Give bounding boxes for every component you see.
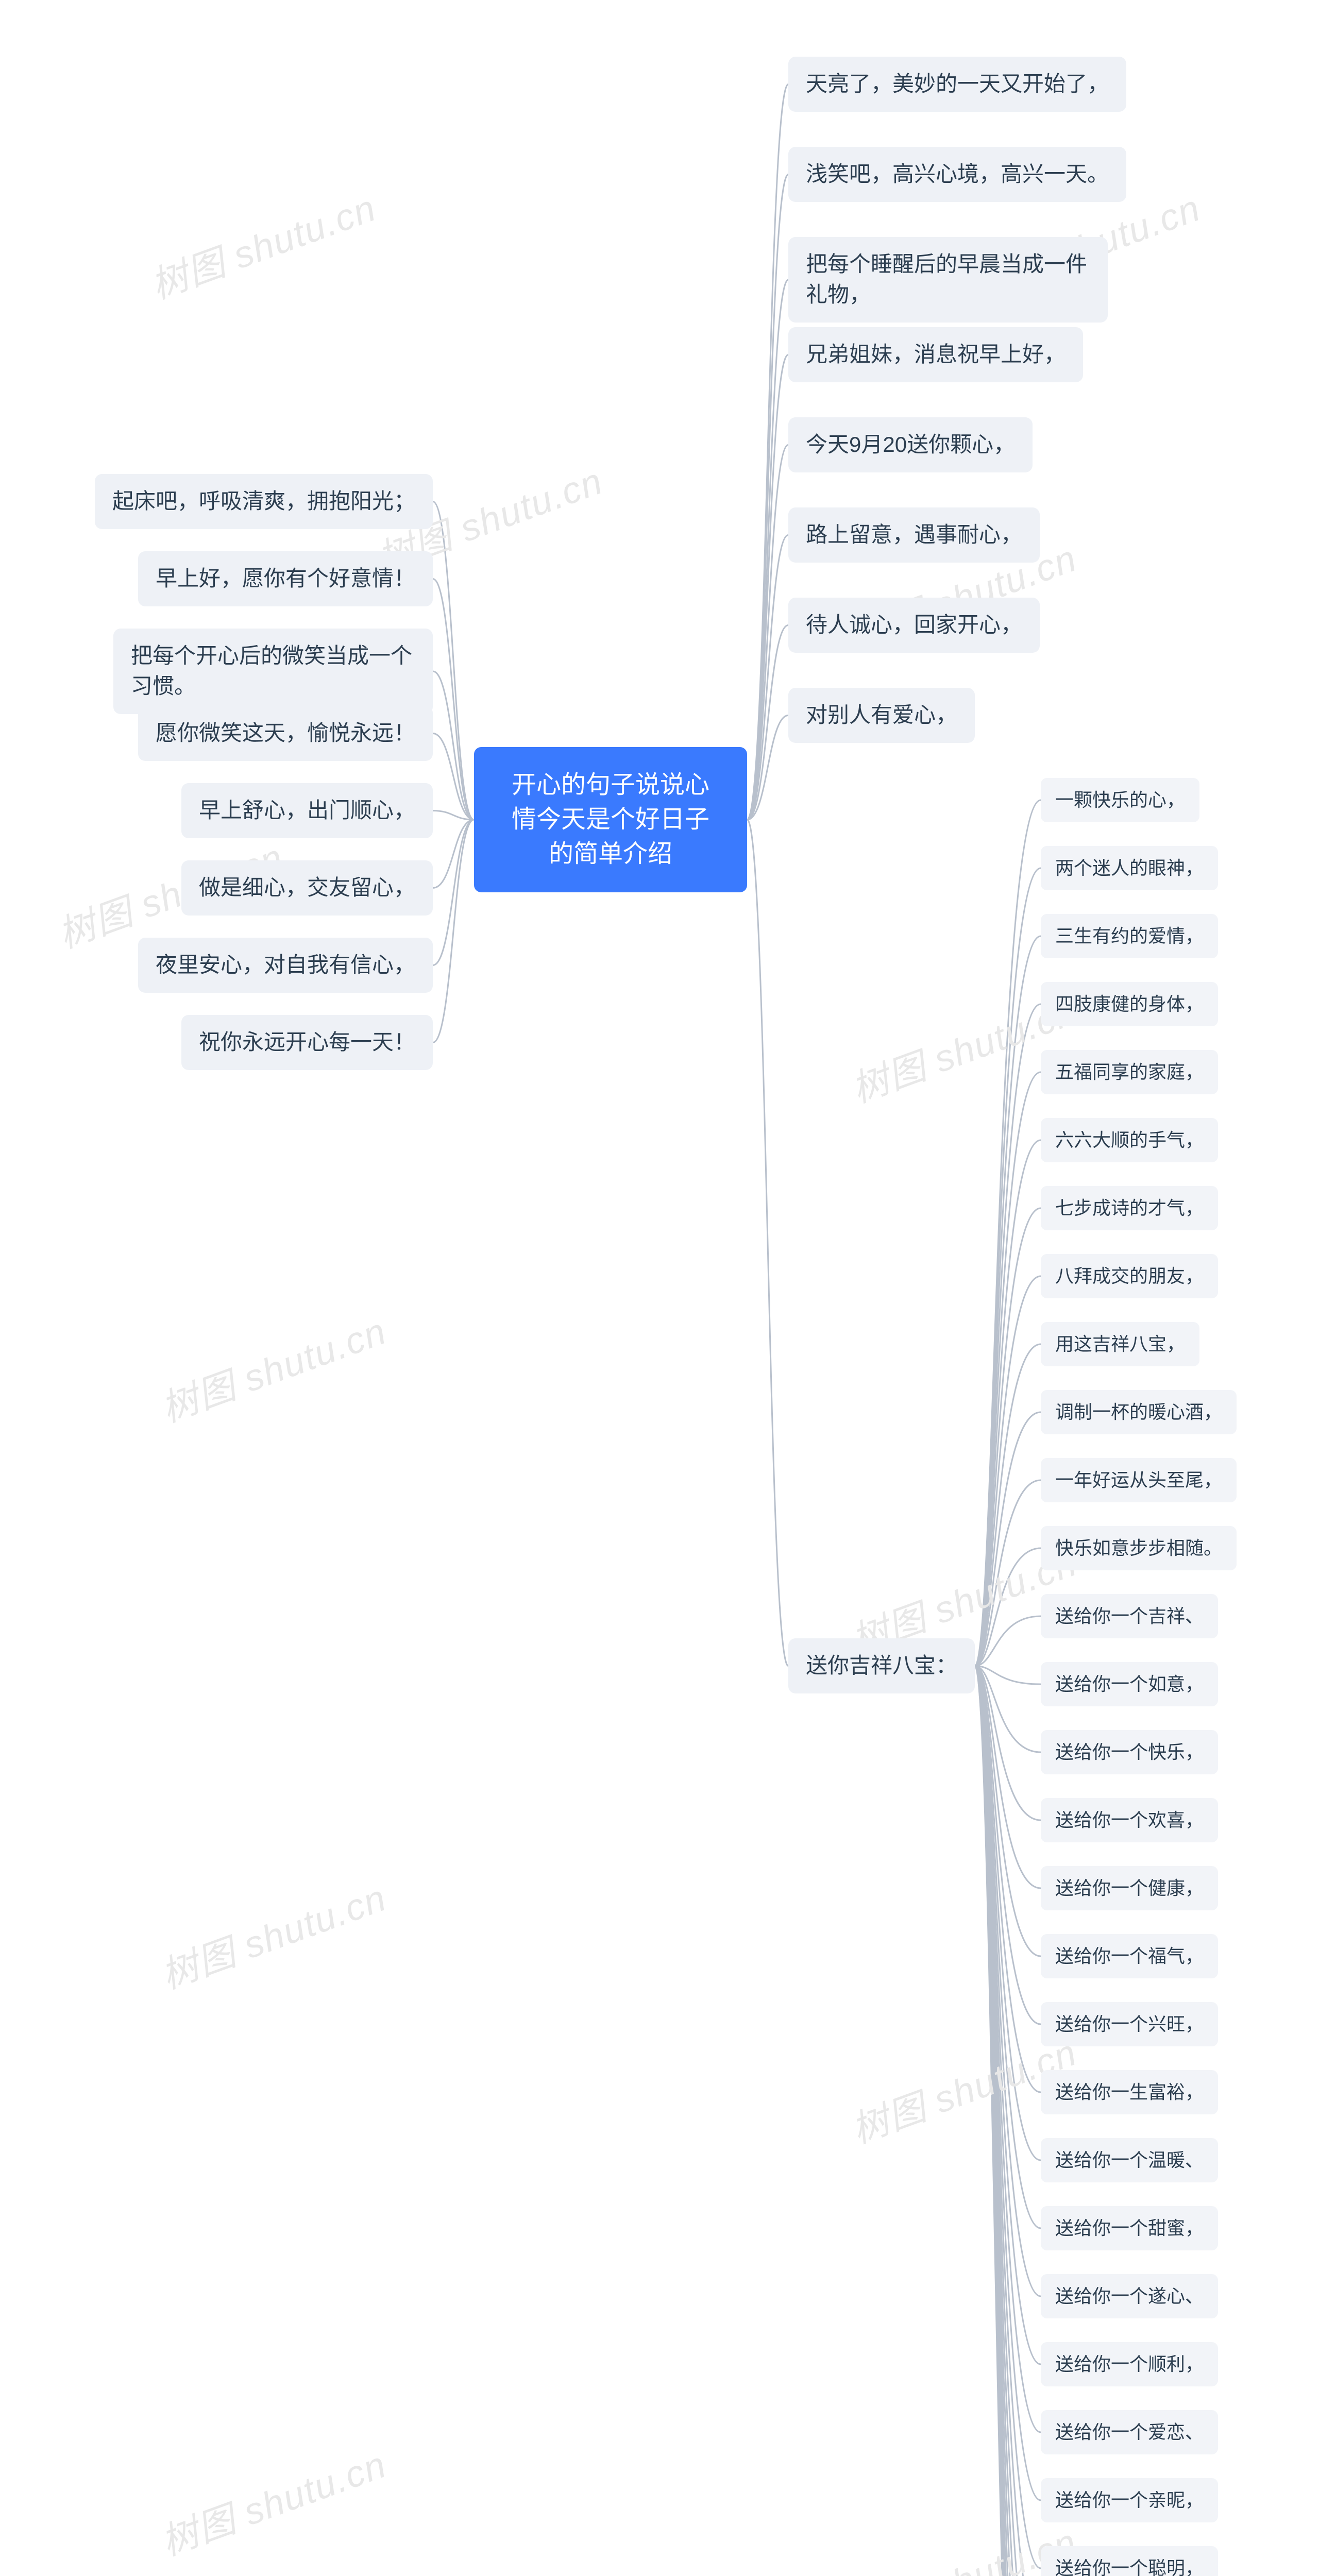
leaf-node[interactable]: 三生有约的爱情， — [1041, 914, 1218, 958]
left-branch-node[interactable]: 做是细心，交友留心， — [181, 860, 433, 916]
leaf-node[interactable]: 送给你一个吉祥、 — [1041, 1594, 1218, 1638]
left-branch-node[interactable]: 夜里安心，对自我有信心， — [138, 938, 433, 993]
leaf-node[interactable]: 送给你一个如意， — [1041, 1662, 1218, 1706]
right-branch-node[interactable]: 把每个睡醒后的早晨当成一件礼物， — [788, 237, 1108, 323]
leaf-node[interactable]: 快乐如意步步相随。 — [1041, 1526, 1237, 1570]
leaf-node[interactable]: 送给你一个遂心、 — [1041, 2274, 1218, 2318]
right-branch-node[interactable]: 兄弟姐妹，消息祝早上好， — [788, 327, 1083, 382]
root-node[interactable]: 开心的句子说说心情今天是个好日子的简单介绍 — [474, 747, 747, 892]
right-branch-node[interactable]: 浅笑吧，高兴心境，高兴一天。 — [788, 147, 1126, 202]
leaf-node[interactable]: 用这吉祥八宝， — [1041, 1322, 1199, 1366]
leaf-node[interactable]: 送给你一个兴旺， — [1041, 2002, 1218, 2046]
left-branch-node[interactable]: 把每个开心后的微笑当成一个习惯。 — [113, 629, 433, 714]
left-branch-node[interactable]: 起床吧，呼吸清爽，拥抱阳光； — [95, 474, 433, 529]
leaf-node[interactable]: 五福同享的家庭， — [1041, 1050, 1218, 1094]
leaf-node[interactable]: 送给你一个温暖、 — [1041, 2138, 1218, 2182]
leaf-node[interactable]: 送给你一个爱恋、 — [1041, 2410, 1218, 2454]
left-branch-node[interactable]: 祝你永远开心每一天！ — [181, 1015, 433, 1070]
right-branch-node[interactable]: 今天9月20送你颗心， — [788, 417, 1033, 472]
leaf-node[interactable]: 送给你一个顺利， — [1041, 2342, 1218, 2386]
leaf-node[interactable]: 一年好运从头至尾， — [1041, 1458, 1237, 1502]
left-branch-node[interactable]: 早上好，愿你有个好意情！ — [138, 551, 433, 606]
leaf-node[interactable]: 七步成诗的才气， — [1041, 1186, 1218, 1230]
right-branch-node[interactable]: 待人诚心，回家开心， — [788, 598, 1040, 653]
left-branch-node[interactable]: 愿你微笑这天，愉悦永远！ — [138, 706, 433, 761]
watermark: 树图 shutu.cn — [142, 178, 382, 309]
right-branch-node[interactable]: 对别人有爱心， — [788, 688, 975, 743]
leaf-node[interactable]: 四肢康健的身体， — [1041, 982, 1218, 1026]
leaf-node[interactable]: 送给你一个甜蜜， — [1041, 2206, 1218, 2250]
right-branch-node[interactable]: 路上留意，遇事耐心， — [788, 507, 1040, 563]
leaf-node[interactable]: 送给你一个快乐， — [1041, 1730, 1218, 1774]
mindmap-canvas: 开心的句子说说心情今天是个好日子的简单介绍 树图 shutu.cn 树图 shut… — [0, 0, 1319, 2576]
leaf-node[interactable]: 六六大顺的手气， — [1041, 1118, 1218, 1162]
leaf-node[interactable]: 送给你一个欢喜， — [1041, 1798, 1218, 1842]
leaf-node[interactable]: 送给你一个聪明， — [1041, 2546, 1218, 2576]
leaf-node[interactable]: 八拜成交的朋友， — [1041, 1254, 1218, 1298]
leaf-node[interactable]: 送给你一个健康， — [1041, 1866, 1218, 1910]
right-branch-node[interactable]: 天亮了，美妙的一天又开始了， — [788, 57, 1126, 112]
right-branch-node[interactable]: 送你吉祥八宝： — [788, 1638, 975, 1693]
left-branch-node[interactable]: 早上舒心，出门顺心， — [181, 783, 433, 838]
leaf-node[interactable]: 两个迷人的眼神， — [1041, 846, 1218, 890]
leaf-node[interactable]: 送给你一生富裕， — [1041, 2070, 1218, 2114]
leaf-node[interactable]: 调制一杯的暖心酒， — [1041, 1390, 1237, 1434]
leaf-node[interactable]: 一颗快乐的心， — [1041, 778, 1199, 822]
watermark: 树图 shutu.cn — [153, 1301, 393, 1432]
watermark: 树图 shutu.cn — [153, 2434, 393, 2566]
leaf-node[interactable]: 送给你一个亲昵， — [1041, 2478, 1218, 2522]
leaf-node[interactable]: 送给你一个福气， — [1041, 1934, 1218, 1978]
watermark: 树图 shutu.cn — [153, 1868, 393, 1999]
